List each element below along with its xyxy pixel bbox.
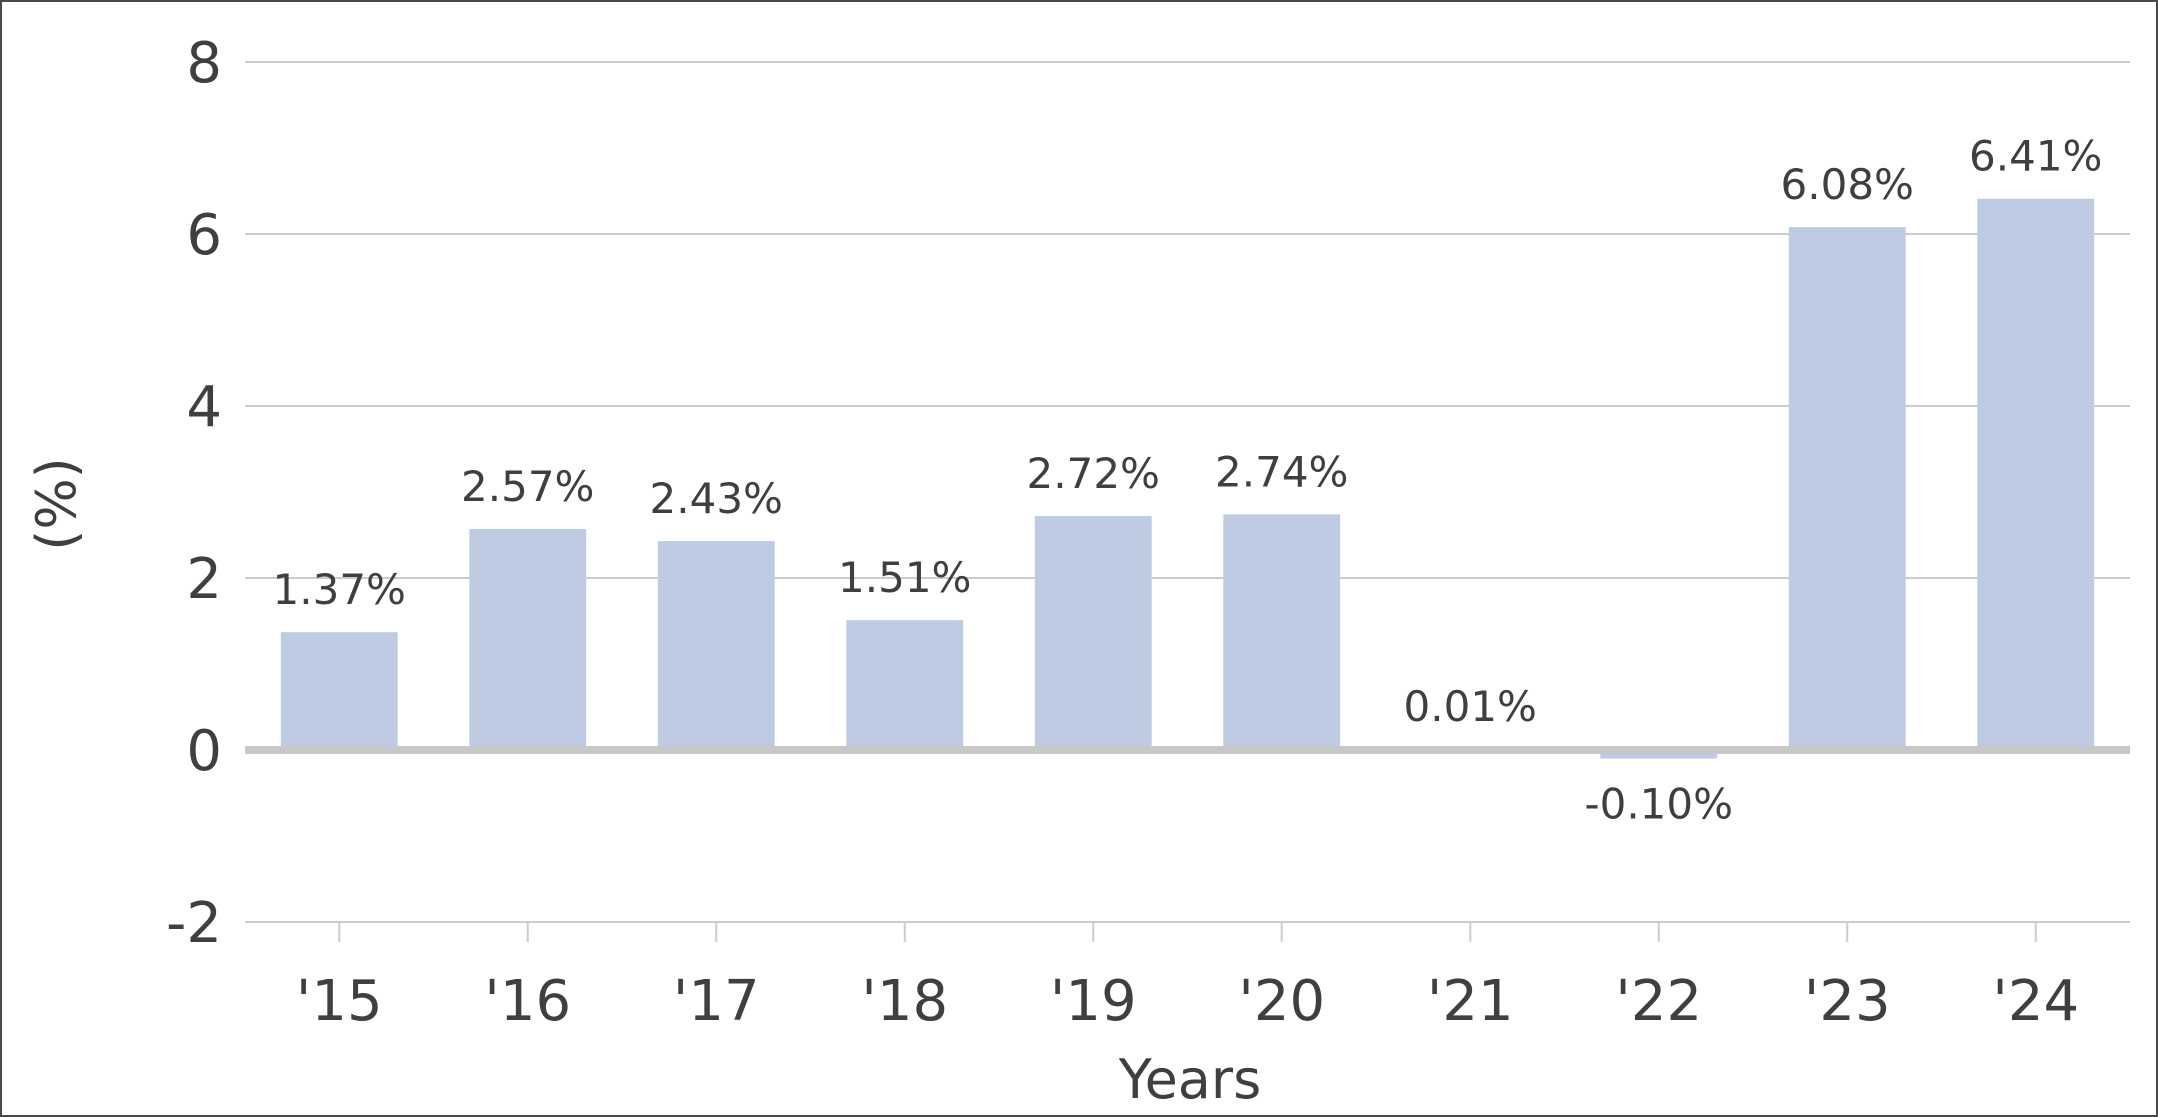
data-labels: 1.37% 2.57% 2.43% 1.51% 2.72% 2.74% 0.01% -0.10… bbox=[273, 132, 2103, 829]
data-label: 2.74% bbox=[1215, 447, 1348, 496]
bar bbox=[657, 541, 775, 750]
y-tick-label: 6 bbox=[186, 203, 222, 268]
data-label: 6.41% bbox=[1969, 132, 2102, 181]
bar bbox=[1977, 198, 2095, 751]
y-axis-title: (%) bbox=[25, 457, 88, 550]
data-label: 0.01% bbox=[1404, 682, 1537, 731]
bar bbox=[1600, 750, 1718, 759]
x-tick-labels: '15 '16 '17 '18 '19 '20 '21 '22 '23 '24 bbox=[296, 922, 2079, 1034]
x-tick-label: '17 bbox=[673, 969, 760, 1034]
bar bbox=[1034, 516, 1152, 750]
data-label: 2.72% bbox=[1027, 449, 1160, 498]
x-axis-title: Years bbox=[1118, 1048, 1261, 1111]
x-tick-label: '16 bbox=[484, 969, 571, 1034]
data-label: 1.51% bbox=[838, 553, 971, 602]
x-tick-label: '20 bbox=[1238, 969, 1325, 1034]
bar bbox=[846, 620, 964, 750]
bar bbox=[1788, 227, 1906, 750]
data-label: 6.08% bbox=[1781, 160, 1914, 209]
x-tick-label: '23 bbox=[1804, 969, 1891, 1034]
bars bbox=[280, 198, 2095, 759]
x-tick-label: '21 bbox=[1427, 969, 1514, 1034]
data-label: -0.10% bbox=[1584, 780, 1733, 829]
x-tick-label: '19 bbox=[1050, 969, 1137, 1034]
data-label: 2.57% bbox=[461, 462, 594, 511]
y-tick-labels: -2 0 2 4 6 8 bbox=[166, 31, 222, 956]
y-tick-label: 2 bbox=[186, 547, 222, 612]
data-label: 1.37% bbox=[273, 565, 406, 614]
y-tick-label: -2 bbox=[166, 891, 222, 956]
x-tick-label: '18 bbox=[861, 969, 948, 1034]
x-tick-label: '22 bbox=[1615, 969, 1702, 1034]
y-tick-label: 4 bbox=[186, 375, 222, 440]
y-tick-label: 8 bbox=[186, 31, 222, 96]
x-tick-label: '24 bbox=[1992, 969, 2079, 1034]
data-label: 2.43% bbox=[650, 474, 783, 523]
bar bbox=[280, 632, 398, 750]
bar bbox=[1223, 514, 1341, 750]
y-tick-label: 0 bbox=[186, 719, 222, 784]
bar bbox=[469, 528, 587, 750]
x-tick-label: '15 bbox=[296, 969, 383, 1034]
